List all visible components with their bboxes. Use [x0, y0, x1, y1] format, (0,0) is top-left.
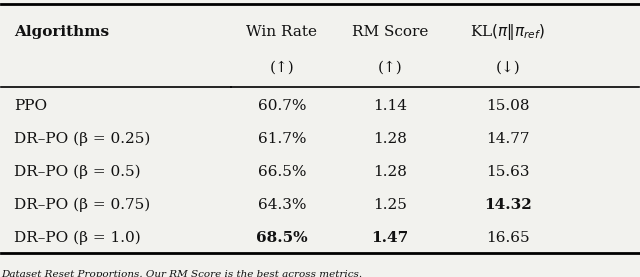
Text: 15.08: 15.08: [486, 99, 530, 113]
Text: 1.28: 1.28: [373, 132, 407, 146]
Text: KL$(\pi\|\pi_{ref})$: KL$(\pi\|\pi_{ref})$: [470, 22, 545, 42]
Text: Algorithms: Algorithms: [14, 25, 109, 39]
Text: 60.7%: 60.7%: [257, 99, 306, 113]
Text: 61.7%: 61.7%: [257, 132, 306, 146]
Text: (↓): (↓): [495, 60, 520, 74]
Text: 68.5%: 68.5%: [256, 231, 308, 245]
Text: Win Rate: Win Rate: [246, 25, 317, 39]
Text: 14.32: 14.32: [484, 198, 532, 212]
Text: 66.5%: 66.5%: [257, 165, 306, 179]
Text: DR–PO (β = 0.75): DR–PO (β = 0.75): [14, 198, 150, 212]
Text: DR–PO (β = 0.5): DR–PO (β = 0.5): [14, 165, 141, 179]
Text: 1.28: 1.28: [373, 165, 407, 179]
Text: 1.47: 1.47: [371, 231, 409, 245]
Text: (↑): (↑): [378, 60, 403, 74]
Text: 15.63: 15.63: [486, 165, 530, 179]
Text: DR–PO (β = 0.25): DR–PO (β = 0.25): [14, 132, 150, 146]
Text: DR–PO (β = 1.0): DR–PO (β = 1.0): [14, 231, 141, 245]
Text: 64.3%: 64.3%: [257, 198, 306, 212]
Text: 14.77: 14.77: [486, 132, 530, 146]
Text: 16.65: 16.65: [486, 231, 530, 245]
Text: PPO: PPO: [14, 99, 47, 113]
Text: 1.25: 1.25: [373, 198, 407, 212]
Text: (↑): (↑): [269, 60, 294, 74]
Text: 1.14: 1.14: [373, 99, 407, 113]
Text: Dataset Reset Proportions. Our RM Score is the best across metrics.: Dataset Reset Proportions. Our RM Score …: [1, 270, 362, 277]
Text: RM Score: RM Score: [352, 25, 428, 39]
